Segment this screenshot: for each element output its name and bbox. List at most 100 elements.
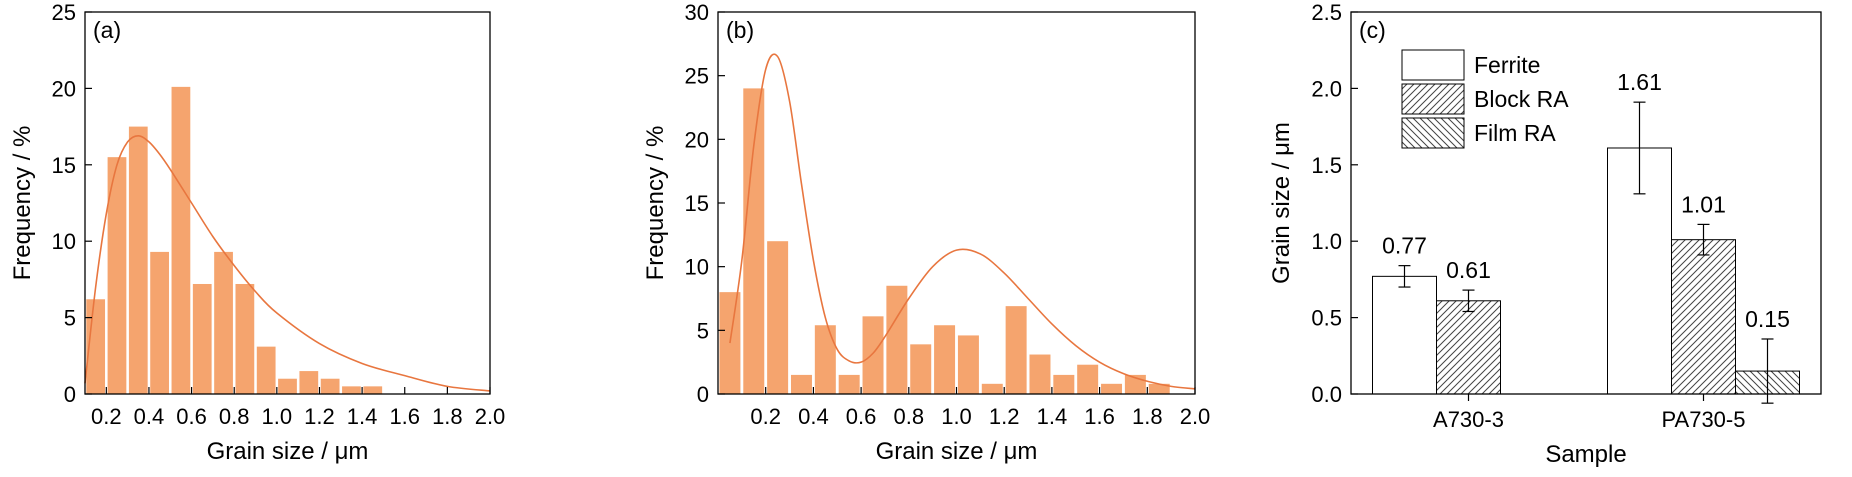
histogram-bar bbox=[278, 378, 297, 394]
x-axis-label: Grain size / μm bbox=[876, 438, 1038, 465]
legend-label: Film RA bbox=[1474, 120, 1556, 146]
y-tick-label: 25 bbox=[685, 64, 709, 89]
category-label: PA730-5 bbox=[1662, 407, 1746, 432]
x-tick-label: 1.8 bbox=[1132, 404, 1163, 429]
x-tick-label: 0.8 bbox=[894, 404, 925, 429]
x-tick-label: 0.4 bbox=[798, 404, 829, 429]
histogram-bar bbox=[256, 346, 276, 394]
panel-label: (a) bbox=[93, 17, 121, 43]
x-tick-label: 2.0 bbox=[1180, 404, 1211, 429]
x-tick-label: 0.2 bbox=[750, 404, 781, 429]
x-tick-label: 0.6 bbox=[176, 404, 207, 429]
histogram-bar bbox=[299, 371, 319, 394]
y-tick-label: 25 bbox=[52, 0, 76, 25]
grain-size-bar bbox=[1436, 300, 1501, 395]
histogram-bar bbox=[320, 378, 340, 394]
y-tick-label: 2.0 bbox=[1311, 76, 1342, 101]
histogram-bar bbox=[107, 157, 127, 394]
histogram-bar bbox=[1029, 354, 1051, 394]
data-label: 0.77 bbox=[1382, 233, 1427, 259]
grain-size-bar bbox=[1372, 275, 1437, 395]
x-axis-label: Sample bbox=[1545, 441, 1626, 468]
data-label: 0.61 bbox=[1446, 257, 1491, 283]
histogram-bar bbox=[214, 251, 233, 394]
x-tick-label: 0.8 bbox=[219, 404, 250, 429]
histogram-bar bbox=[910, 344, 932, 394]
histogram-bar bbox=[981, 383, 1003, 394]
x-tick-label: 1.0 bbox=[941, 404, 972, 429]
x-tick-label: 0.6 bbox=[846, 404, 877, 429]
histogram-bar bbox=[934, 325, 956, 394]
histogram-bar bbox=[743, 88, 765, 395]
y-tick-label: 0.5 bbox=[1311, 306, 1342, 331]
y-tick-label: 1.0 bbox=[1311, 229, 1342, 254]
y-tick-label: 2.5 bbox=[1311, 0, 1342, 25]
histogram-bar bbox=[814, 325, 836, 394]
y-tick-label: 5 bbox=[64, 306, 76, 331]
y-axis-label: Grain size / μm bbox=[1268, 122, 1295, 284]
x-tick-label: 1.4 bbox=[1037, 404, 1068, 429]
legend-label: Ferrite bbox=[1474, 52, 1540, 78]
histogram-bar bbox=[235, 283, 255, 394]
histogram-bar bbox=[1053, 374, 1075, 394]
fit-curve-line bbox=[84, 134, 491, 392]
panel-label: (b) bbox=[726, 17, 754, 43]
plot-frame bbox=[717, 11, 1196, 395]
histogram-bar bbox=[767, 241, 789, 394]
y-tick-label: 0 bbox=[697, 382, 709, 407]
plot-frame bbox=[84, 11, 491, 395]
category-label: A730-3 bbox=[1433, 407, 1504, 432]
histogram-bar bbox=[1077, 364, 1099, 394]
x-tick-label: 1.2 bbox=[304, 404, 335, 429]
histogram-bar bbox=[790, 374, 812, 394]
x-tick-label: 1.6 bbox=[389, 404, 420, 429]
grain-size-bar bbox=[1671, 239, 1736, 395]
data-label: 0.15 bbox=[1745, 306, 1790, 332]
y-tick-label: 10 bbox=[685, 255, 709, 280]
data-label: 1.61 bbox=[1617, 69, 1662, 95]
plot-frame bbox=[1350, 11, 1822, 395]
histogram-bar bbox=[957, 335, 979, 394]
y-tick-label: 15 bbox=[52, 153, 76, 178]
x-tick-label: 2.0 bbox=[475, 404, 506, 429]
x-tick-label: 1.8 bbox=[432, 404, 463, 429]
histogram-bar bbox=[1148, 383, 1170, 394]
histogram-panel-b: 0 5 10 15 20 25 30 0.2 0.4 0.6 0.8 1.0 1.2 1.4 1.6 1.8 2… bbox=[642, 0, 1210, 465]
x-tick-label: 1.0 bbox=[262, 404, 293, 429]
x-axis-label: Grain size / μm bbox=[207, 438, 369, 465]
panel-label: (c) bbox=[1359, 17, 1386, 43]
y-axis-label: Frequency / % bbox=[642, 126, 669, 281]
x-tick-label: 0.4 bbox=[134, 404, 165, 429]
y-tick-label: 15 bbox=[685, 191, 709, 216]
x-tick-label: 0.2 bbox=[91, 404, 122, 429]
histogram-bar bbox=[1101, 383, 1123, 394]
histogram-bar bbox=[171, 86, 191, 394]
x-tick-label: 1.2 bbox=[989, 404, 1020, 429]
histogram-bar bbox=[886, 285, 908, 394]
x-tick-label: 1.6 bbox=[1084, 404, 1115, 429]
histogram-bar bbox=[342, 386, 361, 394]
histogram-panel-a: 0 5 10 15 20 25 0.2 0.4 0.6 0.8 1.0 1.2 1.4 1.6 1.8 2.0… bbox=[9, 0, 505, 465]
histogram-bar bbox=[838, 374, 860, 394]
y-tick-label: 1.5 bbox=[1311, 153, 1342, 178]
legend-swatch bbox=[1401, 117, 1465, 149]
histogram-bar bbox=[192, 283, 212, 394]
y-tick-label: 10 bbox=[52, 229, 76, 254]
y-tick-label: 20 bbox=[685, 127, 709, 152]
y-tick-label: 0 bbox=[64, 382, 76, 407]
fit-curve-line bbox=[729, 53, 1196, 390]
bar-chart-panel-c: 0.77 1.61 0.61 1.01 0.15 0.0 0.5 1.0 1.5 2.0 2.5 A7… bbox=[1268, 0, 1822, 468]
legend-swatch bbox=[1401, 83, 1465, 115]
histogram-bar bbox=[128, 126, 148, 394]
histogram-bar bbox=[363, 386, 383, 394]
data-label: 1.01 bbox=[1681, 191, 1726, 217]
legend-swatch bbox=[1401, 49, 1465, 81]
histogram-bar bbox=[150, 251, 169, 394]
histogram-bar bbox=[862, 316, 884, 394]
y-tick-label: 5 bbox=[697, 318, 709, 343]
legend-label: Block RA bbox=[1474, 86, 1569, 112]
y-tick-label: 0.0 bbox=[1311, 382, 1342, 407]
histogram-bar bbox=[1005, 306, 1027, 394]
x-tick-label: 1.4 bbox=[347, 404, 378, 429]
